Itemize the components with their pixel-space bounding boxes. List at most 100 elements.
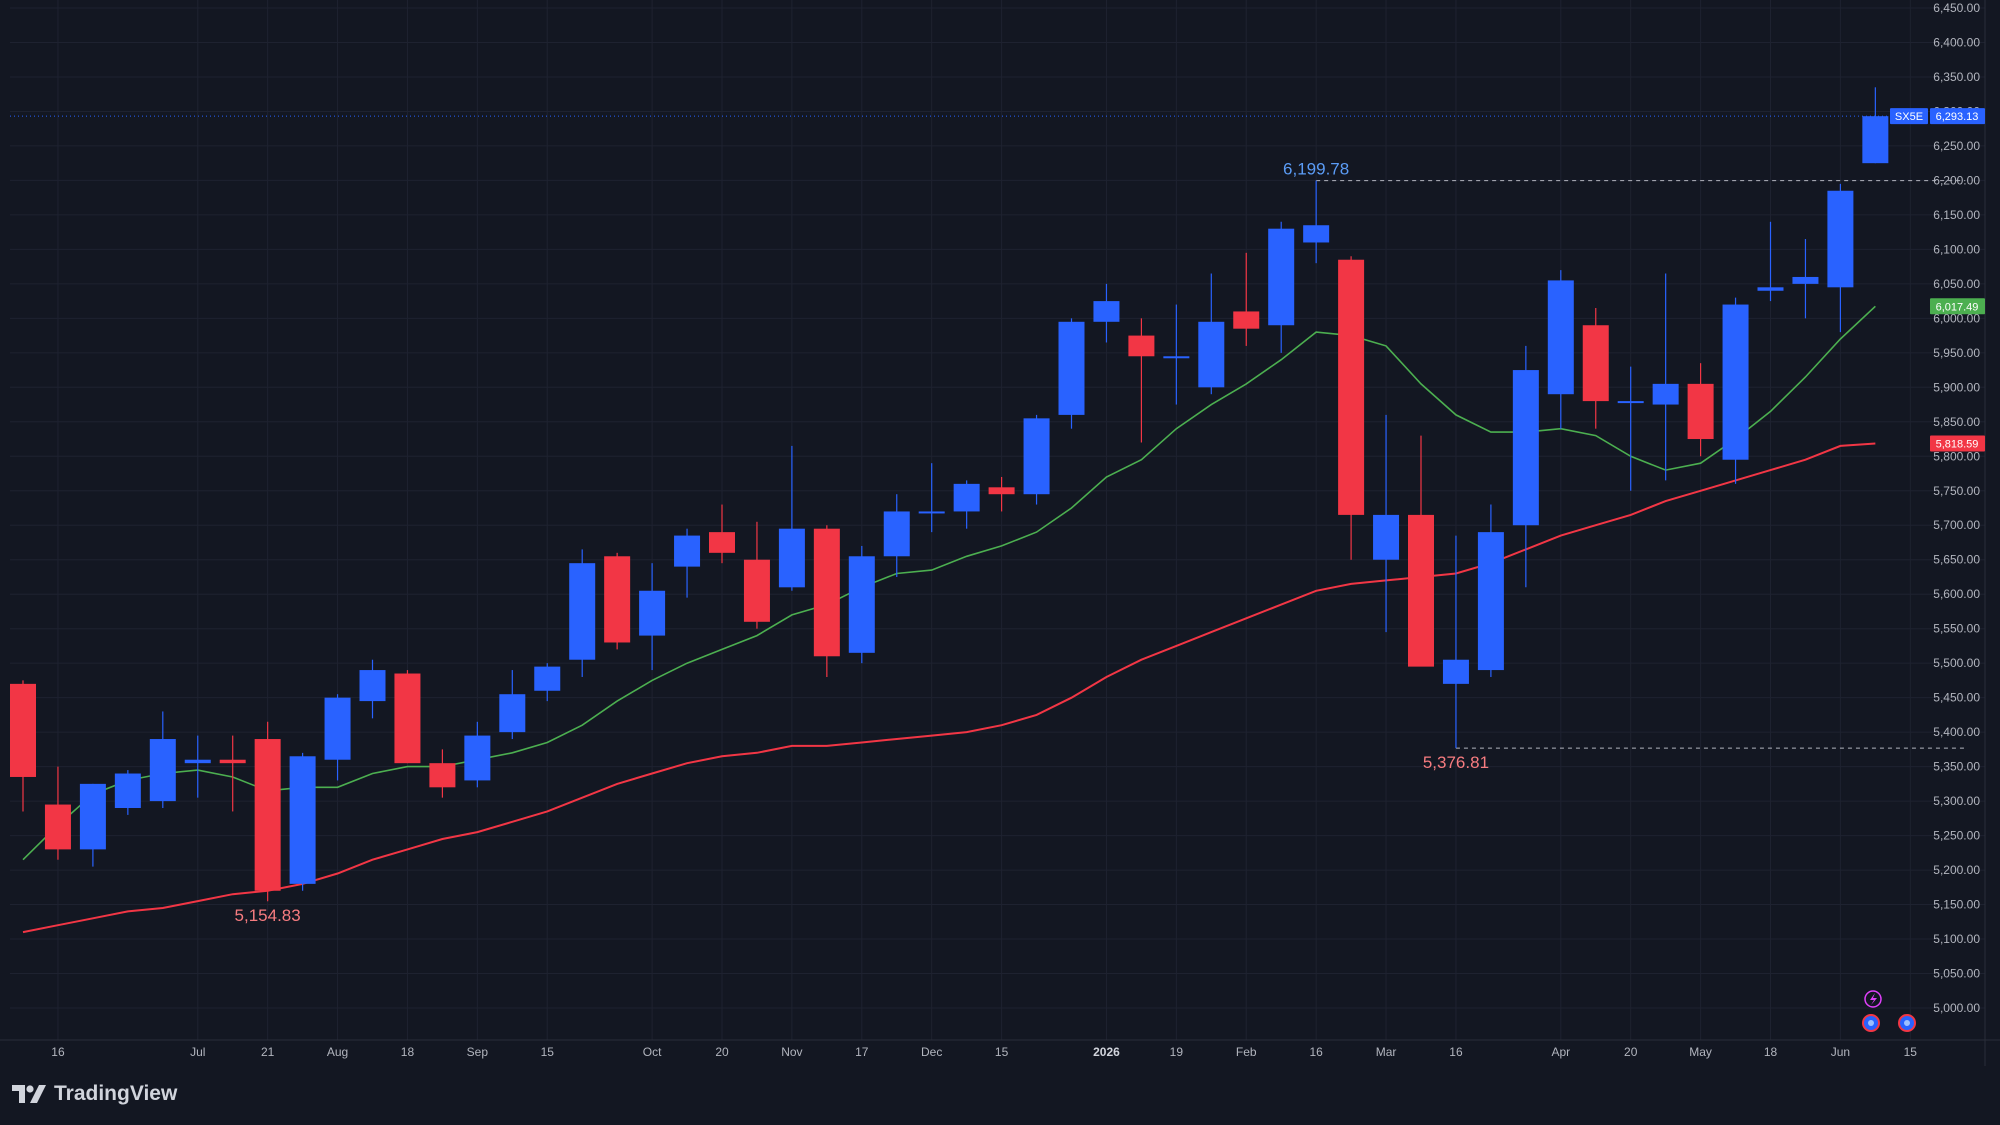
candle[interactable] [813, 525, 840, 677]
candle[interactable] [1023, 414, 1050, 505]
time-axis[interactable]: 16 Jul 21 Aug 18 Sep 15 Oct 20 Nov 17 Dec 15 2026 19 Fe… [51, 1045, 1917, 1059]
x-tick-label: 16 [1449, 1045, 1463, 1059]
candle-body [1757, 287, 1784, 291]
candle[interactable] [1582, 308, 1609, 429]
candle[interactable] [394, 670, 421, 764]
candle[interactable] [1408, 435, 1434, 667]
candle-body [1058, 321, 1085, 415]
candle[interactable] [1652, 273, 1679, 481]
ma-fast-line [22, 305, 1876, 861]
candle-body [1023, 418, 1050, 495]
candle-body [254, 739, 281, 891]
candle[interactable] [604, 552, 631, 650]
candle[interactable] [254, 721, 281, 902]
moving-averages [22, 305, 1876, 934]
candle[interactable] [184, 735, 211, 798]
candle[interactable] [534, 663, 561, 702]
candle[interactable] [1268, 221, 1295, 353]
candle[interactable] [743, 521, 770, 629]
x-tick-label: 15 [995, 1045, 1009, 1059]
candle-body [359, 670, 386, 702]
candle-body [1408, 514, 1434, 667]
candle[interactable] [1442, 535, 1469, 749]
candle[interactable] [464, 721, 491, 788]
price-axis[interactable]: 5,000.00 5,050.00 5,100.00 5,150.00 5,200.00… [1933, 1, 1980, 1015]
candle[interactable] [953, 480, 980, 529]
candle[interactable] [1198, 273, 1225, 395]
candle[interactable] [709, 504, 735, 564]
candle[interactable] [1687, 363, 1714, 457]
x-tick-label: 19 [1170, 1045, 1184, 1059]
candle[interactable] [1058, 318, 1085, 429]
earnings-event-icon[interactable] [1898, 1014, 1916, 1032]
candle[interactable] [1093, 283, 1120, 343]
candle[interactable] [639, 563, 666, 671]
low-price-label: 5,376.81 [1423, 753, 1489, 772]
candle[interactable] [988, 476, 1015, 512]
dividend-event-icon[interactable] [1862, 1014, 1880, 1032]
y-tick-label: 5,050.00 [1933, 967, 1980, 981]
candle[interactable] [429, 749, 456, 798]
candle[interactable] [674, 528, 701, 598]
candle[interactable] [1617, 366, 1644, 491]
candle-body [324, 697, 351, 760]
candle[interactable] [1477, 504, 1504, 677]
ma-slow-line [22, 442, 1876, 934]
candle[interactable] [778, 445, 805, 591]
candle-body [429, 763, 456, 788]
price-tag: 6,017.49 [1930, 298, 1985, 315]
candle[interactable] [219, 735, 246, 812]
candle-body [1582, 325, 1609, 402]
candle[interactable] [1792, 239, 1819, 319]
candle-body [149, 739, 176, 802]
candle-body [79, 783, 106, 850]
candle[interactable] [1757, 221, 1784, 302]
y-tick-label: 5,600.00 [1933, 587, 1980, 601]
x-tick-label: 15 [541, 1045, 555, 1059]
event-icons[interactable] [1862, 990, 1916, 1032]
candle[interactable] [1547, 270, 1574, 429]
candle[interactable] [1827, 183, 1854, 333]
candle[interactable] [1128, 318, 1155, 443]
candle[interactable] [79, 783, 106, 867]
candle[interactable] [10, 680, 36, 812]
y-tick-label: 5,650.00 [1933, 553, 1980, 567]
chart[interactable]: 6,199.78 5,376.81 5,154.83 5,000.00 5,050.0… [0, 0, 2000, 1066]
candle-body [1617, 401, 1644, 404]
candle[interactable] [44, 766, 71, 860]
candle[interactable] [114, 770, 141, 815]
y-tick-label: 5,750.00 [1933, 484, 1980, 498]
candle[interactable] [1373, 414, 1400, 633]
candle[interactable] [883, 494, 910, 577]
candle[interactable] [1303, 180, 1330, 264]
x-tick-label: 16 [1309, 1045, 1323, 1059]
candle[interactable] [569, 549, 596, 677]
x-tick-label: 17 [855, 1045, 869, 1059]
candle[interactable] [1338, 256, 1365, 560]
candle-body [499, 694, 526, 733]
candle-body [464, 735, 491, 781]
lightning-event-icon[interactable] [1864, 990, 1882, 1008]
candle[interactable] [1862, 87, 1889, 164]
x-tick-label: 20 [715, 1045, 729, 1059]
tradingview-brand[interactable]: TradingView [12, 1082, 177, 1106]
candle-body [394, 673, 421, 764]
y-tick-label: 5,850.00 [1933, 415, 1980, 429]
candles[interactable] [10, 87, 1889, 902]
candle[interactable] [289, 752, 316, 891]
candle[interactable] [359, 659, 386, 719]
candle[interactable] [848, 545, 875, 664]
candle[interactable] [1233, 252, 1260, 346]
y-tick-label: 5,150.00 [1933, 898, 1980, 912]
candle[interactable] [324, 694, 351, 781]
candle[interactable] [1163, 304, 1190, 405]
candle[interactable] [1512, 345, 1539, 588]
x-tick-label: 18 [401, 1045, 415, 1059]
candle[interactable] [918, 463, 945, 533]
candle[interactable] [1722, 297, 1749, 484]
y-tick-label: 6,400.00 [1933, 35, 1980, 49]
candle[interactable] [499, 670, 526, 740]
candle[interactable] [149, 711, 176, 808]
x-tick-label: Nov [781, 1045, 802, 1059]
symbol-tag-bg [1890, 108, 1928, 125]
